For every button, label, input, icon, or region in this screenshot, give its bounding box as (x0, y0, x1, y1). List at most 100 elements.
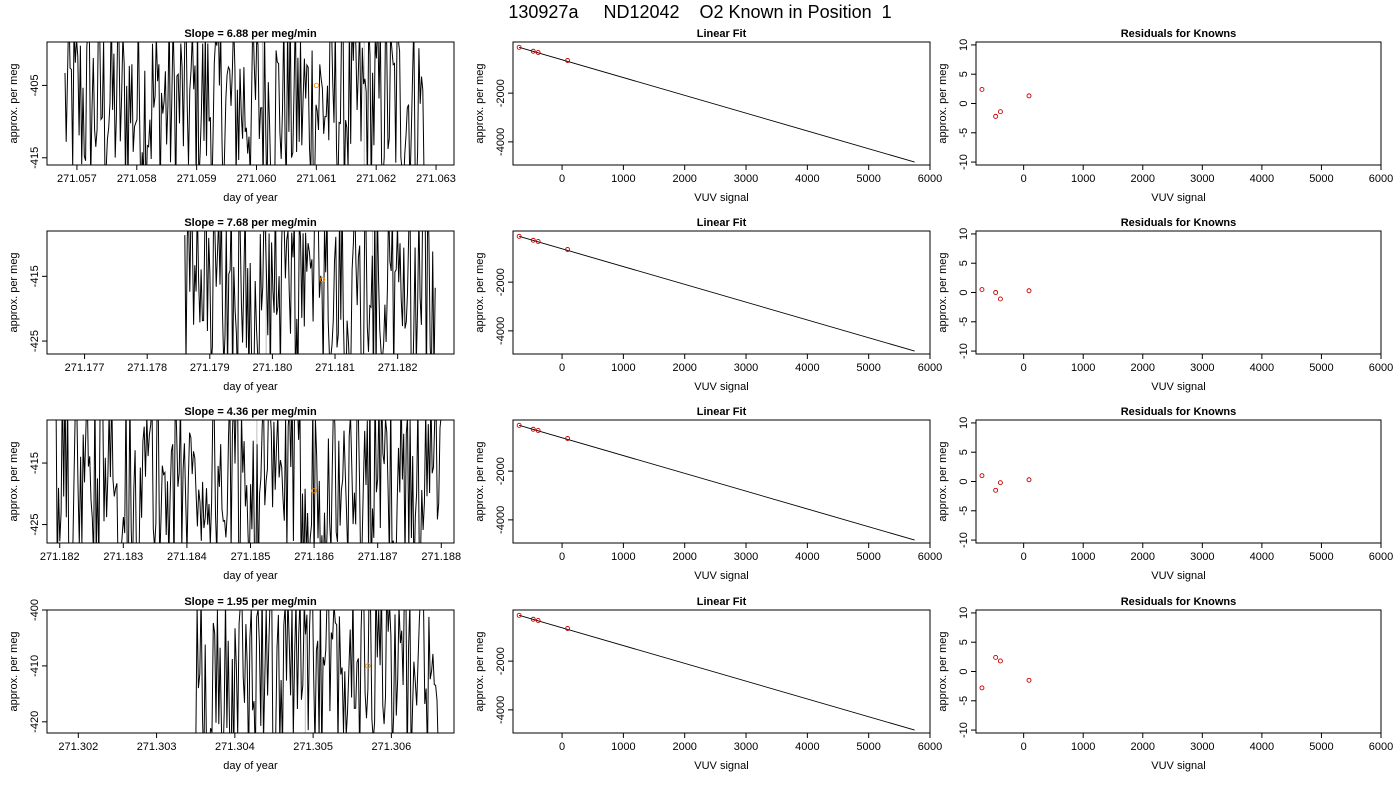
panel-title: Residuals for Knowns (1121, 596, 1237, 608)
known-point (565, 436, 571, 441)
x-tick-label: 0 (559, 551, 565, 563)
x-tick-label: 1000 (1071, 173, 1095, 185)
x-axis-label: day of year (223, 381, 278, 393)
x-tick-label: 271.306 (372, 741, 412, 753)
y-axis-label: approx. per meg (8, 252, 20, 332)
series-line (184, 231, 436, 354)
y-tick-label: 10 (958, 228, 970, 240)
panel-title: Linear Fit (697, 217, 747, 229)
residual-point (1026, 288, 1032, 294)
y-tick-label: -4000 (495, 696, 507, 724)
y-tick-label: -4000 (495, 317, 507, 345)
fit-line (519, 614, 915, 731)
y-tick-label: -5 (958, 506, 970, 516)
x-tick-label: 271.186 (294, 551, 334, 563)
y-tick-label: -2000 (495, 79, 507, 107)
x-tick-label: 3000 (734, 362, 758, 374)
data-layer (979, 86, 1032, 119)
x-tick-label: 4000 (795, 362, 819, 374)
residual-point (997, 658, 1003, 664)
known-point (516, 233, 522, 239)
known-point (565, 58, 571, 63)
panel-title: Slope = 1.95 per meg/min (184, 596, 317, 608)
known-point (530, 48, 536, 54)
x-tick-label: 2000 (1131, 741, 1155, 753)
data-layer (516, 233, 915, 352)
panel-timeseries-row-1: Slope = 6.88 per meg/min 271.057 271.058 27… (8, 28, 456, 204)
data-layer (979, 654, 1032, 691)
current-point-marker (311, 488, 317, 494)
x-tick-label: 271.302 (58, 741, 98, 753)
y-tick-label: -2000 (495, 647, 507, 675)
x-tick-label: 5000 (856, 173, 880, 185)
panel-title: Residuals for Knowns (1121, 406, 1237, 418)
y-axis-label: approx. per meg (937, 441, 949, 521)
y-tick-label: 5 (958, 449, 970, 455)
y-tick-label: -10 (958, 532, 970, 548)
x-tick-label: 2000 (1131, 362, 1155, 374)
x-tick-label: 4000 (1250, 741, 1274, 753)
known-point (516, 44, 522, 50)
x-tick-label: 5000 (856, 551, 880, 563)
plot-frame (975, 230, 1382, 355)
panel-residuals-row-1: Residuals for Knowns 0 1000 2000 3000 4000 500… (937, 28, 1393, 204)
plot-frame (975, 419, 1382, 544)
plot-frame (512, 609, 931, 734)
panel-title: Linear Fit (697, 28, 747, 40)
y-tick-label: -5 (958, 317, 970, 327)
y-tick-label: 0 (958, 100, 970, 106)
y-tick-label: -410 (29, 655, 41, 677)
known-point (565, 626, 571, 631)
known-point (535, 618, 541, 623)
x-tick-label: 271.060 (237, 173, 277, 185)
known-point (565, 247, 571, 252)
y-axis-label: approx. per meg (937, 631, 949, 711)
y-axis-label: approx. per meg (474, 631, 486, 711)
x-tick-label: 271.182 (40, 551, 80, 563)
x-tick-label: 3000 (1190, 741, 1214, 753)
data-layer (516, 44, 915, 163)
x-tick-label: 4000 (1250, 551, 1274, 563)
x-tick-label: 2000 (1131, 173, 1155, 185)
x-tick-label: 1000 (1071, 551, 1095, 563)
x-tick-label: 3000 (734, 551, 758, 563)
y-tick-label: -2000 (495, 457, 507, 485)
panel-title: Linear Fit (697, 596, 747, 608)
x-tick-label: 4000 (1250, 362, 1274, 374)
x-tick-label: 1000 (1071, 741, 1095, 753)
known-point (516, 612, 522, 618)
x-tick-label: 5000 (1309, 551, 1333, 563)
series-line (55, 420, 442, 543)
panel-timeseries-row-4: Slope = 1.95 per meg/min 271.302 271.303 27… (8, 596, 455, 772)
residual-point (997, 480, 1003, 486)
y-axis-label: approx. per meg (474, 252, 486, 332)
x-tick-label: 3000 (1190, 551, 1214, 563)
current-point-marker (319, 276, 326, 283)
y-axis-label: approx. per meg (474, 441, 486, 521)
x-tick-label: 5000 (856, 362, 880, 374)
x-tick-label: 3000 (1190, 173, 1214, 185)
y-tick-label: -415 (29, 265, 41, 287)
residual-point (979, 86, 985, 92)
y-axis-label: approx. per meg (8, 63, 20, 143)
x-tick-label: 271.180 (253, 362, 293, 374)
x-axis-label: VUV signal (1151, 570, 1205, 582)
x-axis-label: day of year (223, 192, 278, 204)
x-axis-label: day of year (223, 760, 278, 772)
known-point (530, 237, 536, 243)
x-tick-label: 6000 (1369, 551, 1393, 563)
y-tick-label: -425 (29, 330, 41, 352)
y-axis-label: approx. per meg (8, 441, 20, 521)
x-tick-label: 271.058 (117, 173, 157, 185)
x-axis-label: VUV signal (694, 192, 748, 204)
y-tick-label: -4000 (495, 128, 507, 156)
known-point (530, 616, 536, 622)
x-tick-label: 5000 (856, 741, 880, 753)
x-tick-label: 271.178 (127, 362, 167, 374)
x-tick-label: 271.179 (190, 362, 230, 374)
y-tick-label: -4000 (495, 506, 507, 534)
page-title: 130927a ND12042 O2 Known in Position 1 (508, 2, 892, 22)
y-tick-label: 0 (958, 289, 970, 295)
panel-linear_fit-row-1: Linear Fit 0 1000 2000 3000 4000 5000 6000 -2000… (474, 28, 942, 204)
